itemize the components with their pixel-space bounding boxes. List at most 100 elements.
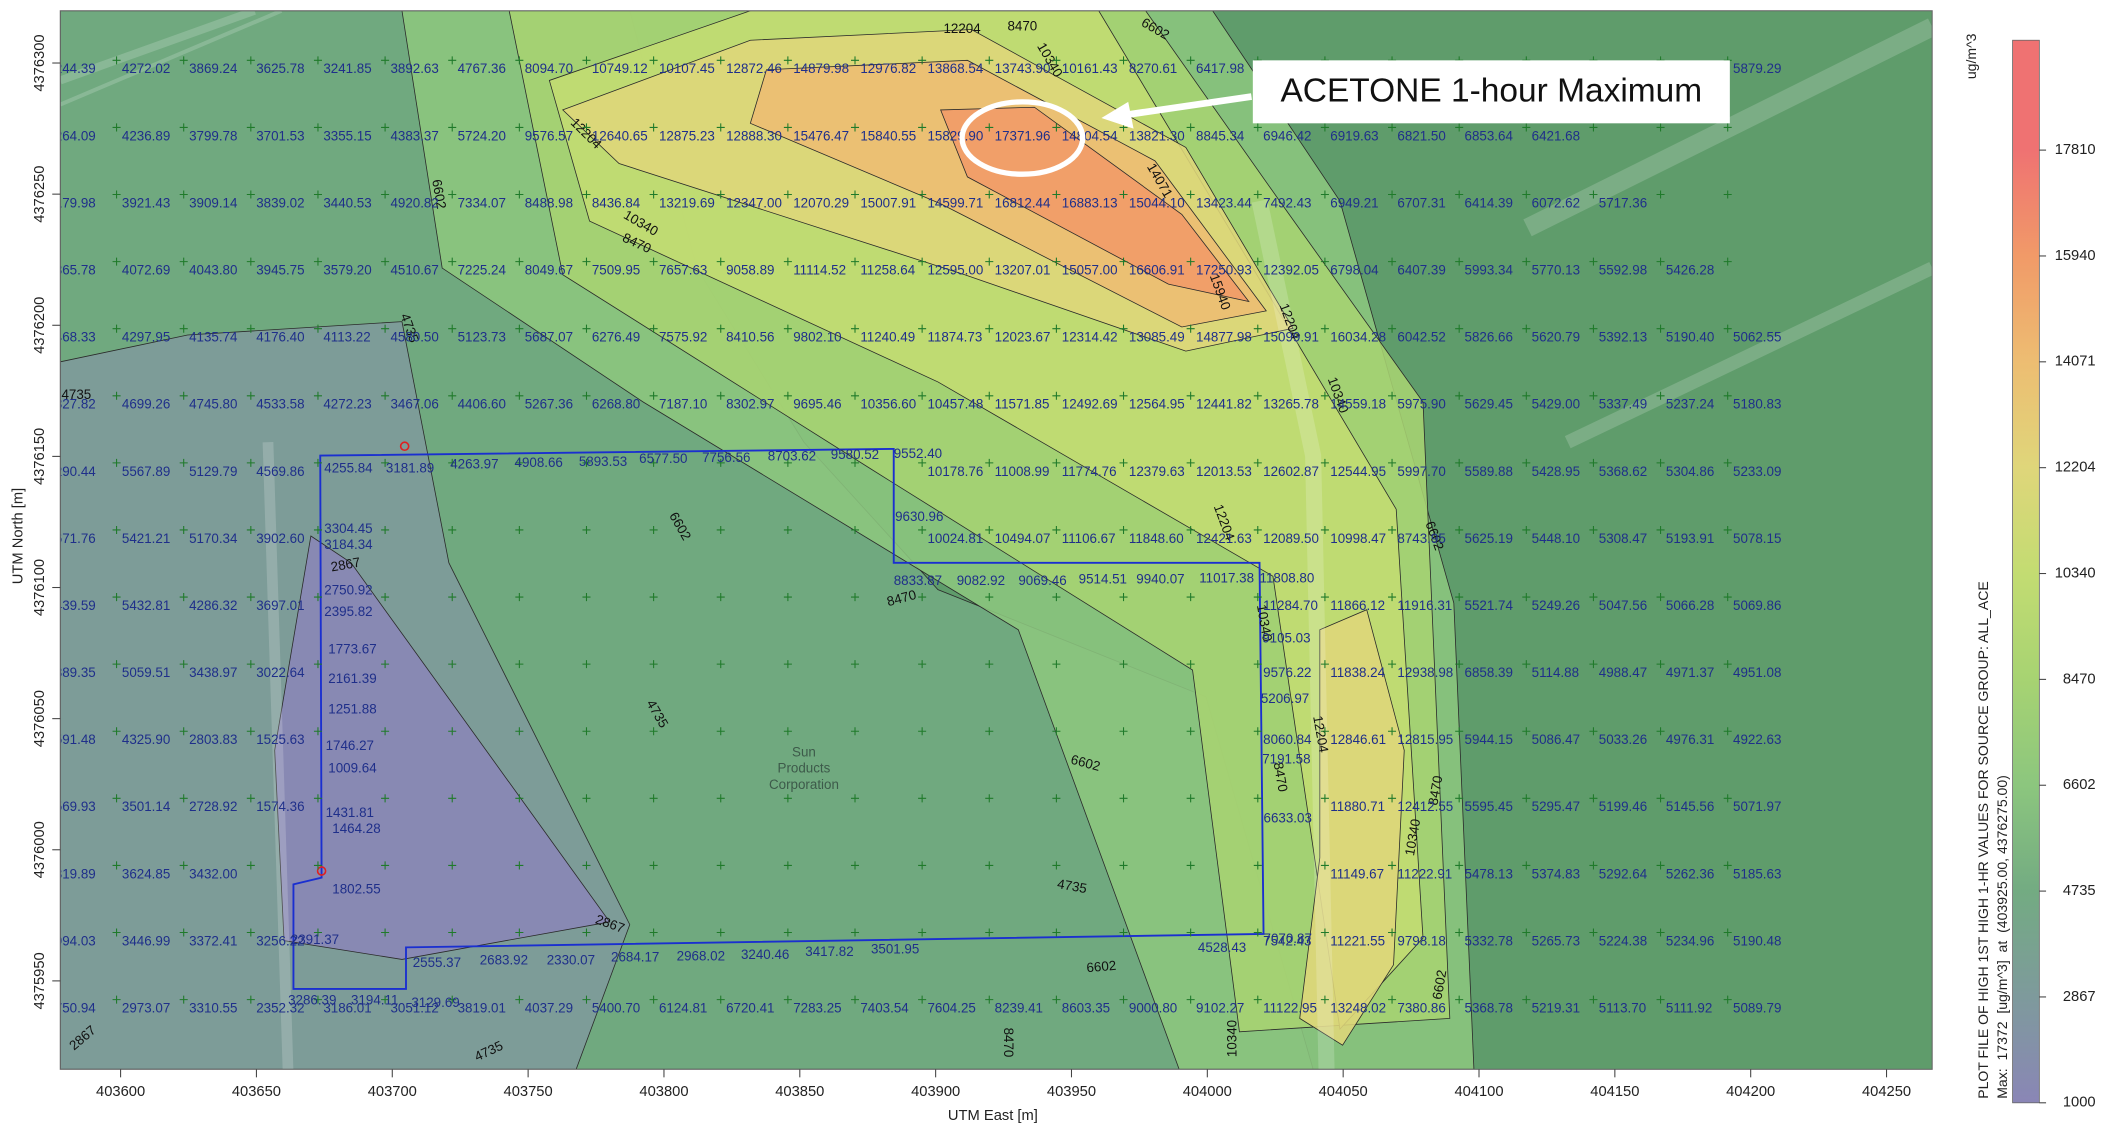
receptor-value: 5567.89 [122, 464, 170, 479]
receptor-value: 12544.95 [1330, 464, 1386, 479]
receptor-value: 3909.14 [189, 195, 238, 210]
receptor-value: 15829.90 [927, 128, 983, 143]
boundary-receptor-value: 1746.27 [326, 738, 374, 753]
receptor-value: 5337.49 [1599, 397, 1647, 412]
receptor-value: 4951.08 [1733, 665, 1781, 680]
receptor-value: 13423.44 [1196, 195, 1252, 210]
map-figure: SunProductsCorporation122048470660210340… [0, 0, 2101, 1135]
receptor-value: 10494.07 [995, 531, 1051, 546]
colorbar-label: 8470 [2063, 671, 2096, 687]
receptor-value: 5185.63 [1733, 866, 1781, 881]
boundary-receptor-value: 2391.37 [291, 932, 339, 947]
boundary-receptor-value: 3181.89 [386, 461, 434, 476]
receptor-value: 7283.25 [793, 1001, 841, 1016]
receptor-value: 5717.36 [1599, 195, 1647, 210]
boundary-receptor-value: 8703.62 [768, 448, 816, 463]
receptor-value: 5033.26 [1599, 732, 1647, 747]
receptor-value: 290.44 [55, 464, 96, 479]
boundary-receptor-value: 2161.39 [328, 671, 376, 686]
receptor-value: 6421.68 [1532, 128, 1580, 143]
boundary-receptor-value: 8833.87 [894, 573, 942, 588]
receptor-value: 6414.39 [1465, 195, 1513, 210]
receptor-value: 4920.82 [390, 195, 438, 210]
receptor-value: 12602.87 [1263, 464, 1319, 479]
receptor-value: 5170.34 [189, 531, 238, 546]
receptor-value: 5234.96 [1666, 933, 1714, 948]
receptor-value: 4325.90 [122, 732, 170, 747]
receptor-value: 3892.63 [390, 61, 438, 76]
receptor-value: 4533.58 [256, 397, 304, 412]
boundary-receptor-value: 1251.88 [328, 702, 376, 717]
receptor-value: 4037.29 [525, 1001, 573, 1016]
receptor-value: 12379.63 [1129, 464, 1185, 479]
receptor-value: 11866.12 [1330, 598, 1385, 613]
receptor-value: 12089.50 [1263, 531, 1319, 546]
receptor-value: 3624.85 [122, 866, 170, 881]
receptor-value: 16812.44 [995, 195, 1051, 210]
receptor-value: 365.78 [55, 263, 96, 278]
receptor-value: 5421.21 [122, 531, 170, 546]
receptor-value: 15057.00 [1062, 263, 1118, 278]
receptor-value: 6707.31 [1397, 195, 1445, 210]
x-tick-label: 404100 [1454, 1084, 1503, 1100]
receptor-value: 5724.20 [458, 128, 506, 143]
receptor-value: 4745.80 [189, 397, 237, 412]
x-tick-label: 403850 [775, 1084, 824, 1100]
receptor-value: 14879.98 [793, 61, 849, 76]
receptor-value: 16034.28 [1330, 330, 1386, 345]
receptor-value: 5224.38 [1599, 933, 1647, 948]
receptor-value: 12392.05 [1263, 263, 1319, 278]
receptor-value: 8743.95 [1397, 531, 1445, 546]
x-axis-title: UTM East [m] [948, 1108, 1038, 1124]
x-tick-label: 403650 [232, 1084, 281, 1100]
boundary-receptor-value: 4528.43 [1198, 940, 1246, 955]
boundary-receptor-value: 1802.55 [332, 881, 380, 896]
boundary-receptor-value: 1009.64 [328, 761, 377, 776]
receptor-value: 5428.95 [1532, 464, 1580, 479]
receptor-value: 4272.02 [122, 61, 170, 76]
receptor-value: 3022.64 [256, 665, 305, 680]
colorbar-label: 17810 [2055, 142, 2096, 158]
colorbar-label: 2867 [2063, 989, 2096, 1005]
receptor-value: 3799.78 [189, 128, 237, 143]
x-tick-label: 403800 [639, 1084, 688, 1100]
y-tick-label: 4376050 [32, 690, 48, 747]
receptor-value: 11106.67 [1062, 531, 1116, 546]
receptor-value: 8845.34 [1196, 128, 1245, 143]
receptor-value: 1525.63 [256, 732, 304, 747]
receptor-value: 5368.62 [1599, 464, 1647, 479]
receptor-value: 11571.85 [995, 397, 1050, 412]
receptor-value: 4569.86 [256, 464, 304, 479]
receptor-value: 1574.36 [256, 799, 304, 814]
x-tick-label: 404050 [1319, 1084, 1368, 1100]
receptor-value: 5620.79 [1532, 330, 1580, 345]
receptor-value: 5400.70 [592, 1001, 640, 1016]
boundary-receptor-value: 9580.52 [831, 447, 879, 462]
receptor-value: 7225.24 [458, 263, 507, 278]
receptor-value: 11122.95 [1263, 1001, 1317, 1016]
receptor-value: 5826.66 [1465, 330, 1513, 345]
receptor-value: 15099.91 [1263, 330, 1319, 345]
colorbar-label: 1000 [2063, 1095, 2096, 1111]
receptor-value: 5374.83 [1532, 866, 1580, 881]
receptor-value: 7187.10 [659, 397, 707, 412]
boundary-receptor-value: 6633.03 [1264, 810, 1312, 825]
callout-text: ACETONE 1-hour Maximum [1280, 72, 1702, 109]
receptor-value: 591.48 [55, 732, 96, 747]
x-tick-label: 403750 [504, 1084, 553, 1100]
receptor-value: 3579.20 [323, 263, 371, 278]
receptor-value: 7403.54 [860, 1001, 909, 1016]
receptor-value: 8094.70 [525, 61, 573, 76]
receptor-value: 6798.04 [1330, 263, 1379, 278]
receptor-value: 5199.46 [1599, 799, 1647, 814]
receptor-value: 6821.50 [1397, 128, 1445, 143]
receptor-value: 11880.71 [1330, 799, 1385, 814]
receptor-value: 5432.81 [122, 598, 170, 613]
receptor-value: 6124.81 [659, 1001, 707, 1016]
receptor-value: 5233.09 [1733, 464, 1781, 479]
receptor-value: 5047.56 [1599, 598, 1647, 613]
receptor-value: 7380.86 [1397, 1001, 1445, 1016]
y-axis-title: UTM North [m] [11, 488, 27, 584]
receptor-value: 468.33 [55, 330, 96, 345]
receptor-value: 16883.13 [1062, 195, 1118, 210]
